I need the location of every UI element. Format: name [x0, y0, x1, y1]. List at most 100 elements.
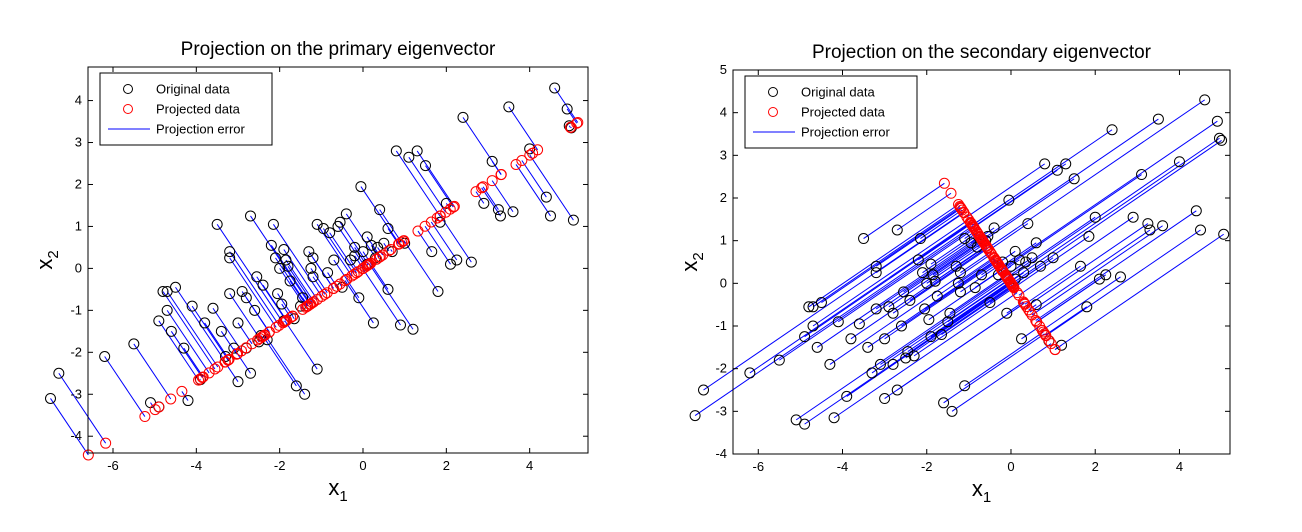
original-data-point	[870, 267, 882, 279]
x-tick-label: -6	[107, 458, 119, 473]
projected-data-point	[955, 202, 967, 214]
projection-error-line	[417, 230, 433, 252]
original-data-point	[274, 262, 286, 274]
original-data-point	[1068, 173, 1080, 185]
projected-data-point	[495, 169, 507, 181]
original-data-point	[284, 275, 296, 287]
projection-error-line	[1035, 210, 1197, 321]
y-tick-label: 0	[75, 260, 82, 275]
original-data-point	[744, 367, 756, 379]
original-data-point	[440, 197, 452, 209]
original-data-point	[1216, 134, 1228, 146]
projection-error-line	[1029, 229, 1151, 313]
projection-error-line	[346, 279, 360, 299]
projection-error-line	[958, 258, 995, 284]
projection-error-line	[395, 150, 441, 217]
x-tick-label: 2	[443, 458, 450, 473]
projected-data-point	[1008, 282, 1020, 294]
projection-error-line	[270, 245, 312, 305]
projection-error-line	[333, 259, 348, 280]
original-data-point	[317, 223, 329, 235]
original-data-point	[245, 367, 256, 379]
projected-data-point	[1020, 301, 1032, 313]
original-data-point	[799, 418, 811, 430]
original-data-point	[925, 331, 937, 343]
original-data-point	[1026, 252, 1038, 264]
projected-data-point	[219, 356, 231, 368]
original-data-point	[1034, 260, 1046, 272]
projected-data-point	[994, 261, 1006, 273]
projection-error-line	[262, 284, 287, 321]
projected-data-point	[571, 117, 583, 129]
projection-error-line	[833, 292, 1018, 419]
original-data-point	[265, 239, 277, 251]
axes-frame	[732, 69, 1231, 455]
projection-error-line	[955, 245, 987, 267]
projected-data-point	[383, 245, 395, 257]
projected-data-point	[259, 329, 271, 341]
y-tick-label: -3	[70, 386, 82, 401]
projection-error-line	[515, 164, 551, 217]
original-data-point	[53, 367, 65, 379]
projection-error-line	[884, 261, 998, 340]
y-axis-label: x2	[32, 250, 62, 269]
original-data-point	[249, 304, 261, 316]
projection-error-line	[1001, 174, 1142, 271]
projection-error-line	[907, 281, 1011, 353]
projection-error-line	[905, 284, 1013, 359]
projection-error-line	[554, 87, 579, 123]
projection-error-line	[896, 192, 952, 231]
projection-error-line	[183, 347, 204, 378]
original-data-point	[451, 254, 463, 266]
projection-error-line	[529, 148, 534, 154]
original-data-point	[278, 244, 290, 256]
projection-error-line	[972, 129, 1113, 226]
original-data-point	[803, 301, 815, 313]
original-data-point	[845, 333, 857, 345]
original-data-point	[357, 246, 369, 258]
projected-data-point	[365, 257, 377, 269]
original-data-point	[345, 254, 356, 266]
projected-data-point	[447, 201, 459, 213]
original-data-point	[969, 282, 981, 294]
projection-error-line	[104, 356, 146, 417]
original-data-point	[128, 338, 140, 350]
projection-error-line	[191, 305, 229, 361]
projection-error-line	[966, 163, 1045, 218]
original-data-point	[276, 298, 288, 310]
original-data-point	[919, 303, 931, 315]
projection-error-line	[312, 257, 334, 289]
legend-entry-label: Projected data	[156, 102, 241, 117]
original-data-point	[1114, 271, 1126, 283]
original-data-point	[165, 325, 177, 337]
original-data-point	[228, 342, 240, 354]
projection-error-line	[859, 239, 983, 325]
legend-marker	[123, 84, 133, 94]
original-data-point	[445, 258, 456, 270]
original-data-point	[334, 216, 346, 228]
original-data-point	[853, 318, 865, 330]
original-data-point	[925, 258, 937, 270]
projection-error-line	[481, 187, 501, 217]
y-tick-label: -2	[70, 344, 82, 359]
original-data-point	[492, 204, 504, 216]
projected-data-point	[363, 258, 375, 270]
original-data-point	[1001, 307, 1013, 319]
projected-data-point	[510, 158, 522, 170]
projected-data-point	[321, 287, 333, 299]
projection-error-line	[941, 285, 1013, 335]
projection-error-line	[491, 180, 514, 213]
original-data-point	[988, 222, 1000, 234]
original-data-point	[457, 111, 469, 123]
original-data-point	[1144, 224, 1156, 236]
projected-data-point	[476, 182, 488, 194]
projection-error-line	[262, 335, 297, 387]
original-data-point	[403, 151, 415, 163]
projection-error-line	[1011, 139, 1222, 285]
original-data-point	[1127, 211, 1139, 223]
original-data-point	[340, 208, 352, 220]
original-data-point	[1190, 205, 1202, 217]
projection-error-line	[430, 221, 458, 261]
y-tick-label: -4	[715, 446, 727, 461]
projected-data-point	[425, 216, 437, 228]
